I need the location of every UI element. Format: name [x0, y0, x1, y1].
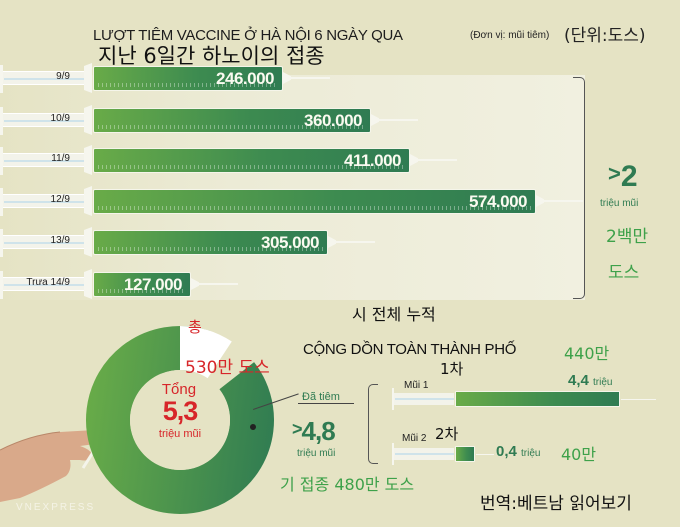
donut-center-label: Tổng — [161, 381, 197, 398]
daily-bar: 127.000 — [93, 272, 191, 297]
administered-total: >4,8 — [292, 416, 336, 447]
dose-brace — [368, 384, 378, 464]
dose2-value-unit: triệu — [521, 448, 541, 459]
bar-value: 127.000 — [124, 275, 182, 294]
dose2-value: 0,4 triệu — [496, 443, 540, 460]
administered-kr: 기 접종 480만 도스 — [280, 475, 415, 494]
daily-bar: 360.000 — [93, 108, 371, 133]
syringe-tip-icon — [283, 72, 291, 84]
pointer-dot — [250, 424, 256, 430]
total-doses-donut-chart — [86, 326, 274, 514]
daily-bar: 246.000 — [93, 66, 283, 91]
syringe-plunger-icon — [392, 388, 454, 410]
dose2-kr-label: 2차 — [435, 425, 459, 443]
syringe-plunger-icon — [0, 147, 86, 175]
syringe-plunger-icon — [0, 65, 86, 93]
daily-row: 13/9 305.000 — [0, 227, 600, 257]
cumulative-title-kr: 시 전체 누적 — [352, 305, 436, 324]
bar-value: 360.000 — [304, 111, 362, 130]
donut-center-value: 5,3 — [162, 396, 199, 426]
donut-remaining-segment — [86, 326, 274, 514]
syringe-needle-icon — [621, 399, 656, 400]
chart-title-vn: LƯỢT TIÊM VACCINE Ở HÀ NỘI 6 NGÀY QUA — [93, 27, 403, 44]
date-label: 12/9 — [50, 194, 70, 205]
dose1-kr-label: 1차 — [440, 360, 464, 378]
syringe-plunger-icon — [0, 229, 86, 257]
syringe-flange-icon — [84, 227, 92, 257]
hand-syringe-illustration-icon — [0, 430, 110, 502]
administered-label: Đã tiêm — [302, 391, 340, 403]
syringe-needle-icon — [378, 119, 418, 121]
bar-value: 246.000 — [216, 69, 274, 88]
syringe-tip-icon — [371, 114, 379, 126]
syringe-plunger-icon — [0, 107, 86, 135]
six-day-total-kr: 2백만 — [606, 227, 649, 247]
greater-than-sign: > — [292, 419, 302, 439]
donut-total-kr-value: 530만 도스 — [185, 358, 270, 378]
dose2-value-number: 0,4 — [496, 443, 517, 460]
syringe-needle-icon — [543, 200, 583, 202]
syringe-needle-icon — [198, 283, 238, 285]
bar-value: 574.000 — [469, 192, 527, 211]
date-label: 9/9 — [56, 71, 70, 82]
syringe-tip-icon — [410, 154, 418, 166]
vnexpress-logo: VNEXPRESS — [16, 502, 96, 513]
syringe-needle-icon — [476, 454, 494, 455]
daily-row: 12/9 574.000 — [0, 186, 600, 216]
daily-row: 11/9 411.000 — [0, 145, 600, 175]
syringe-flange-icon — [84, 105, 92, 135]
syringe-tip-icon — [536, 195, 544, 207]
dose2-kr-value: 40만 — [561, 445, 597, 464]
administered-value: 4,8 — [301, 416, 336, 446]
date-label: 11/9 — [51, 153, 70, 164]
pointer-underline — [298, 403, 354, 404]
donut-center-unit: triệu mũi — [158, 428, 202, 440]
syringe-tip-icon — [328, 236, 336, 248]
dose2-bar — [455, 446, 475, 462]
daily-row: 10/9 360.000 — [0, 105, 600, 135]
dose2-label: Mũi 2 — [402, 433, 427, 444]
dose1-value-unit: triệu — [593, 377, 613, 388]
date-label: Trưa 14/9 — [26, 277, 70, 288]
translation-credit: 번역:베트남 읽어보기 — [480, 494, 632, 514]
six-day-total-value: 2 — [620, 160, 638, 193]
cumulative-title-vn: CỘNG DỒN TOÀN THÀNH PHỐ — [303, 341, 517, 358]
six-day-total-kr-unit: 도스 — [608, 263, 640, 283]
syringe-flange-icon — [84, 63, 92, 93]
dose1-kr-value: 440만 — [564, 344, 610, 363]
date-label: 10/9 — [50, 113, 70, 124]
dose1-bar — [455, 391, 620, 407]
six-day-total: >2 — [608, 160, 638, 194]
daily-row: Trưa 14/9 127.000 — [0, 269, 600, 299]
daily-bar: 574.000 — [93, 189, 536, 214]
dose1-value: 4,4 triệu — [568, 372, 612, 389]
syringe-flange-icon — [84, 145, 92, 175]
syringe-needle-icon — [335, 241, 375, 243]
syringe-flange-icon — [84, 269, 92, 299]
unit-label-vn: (Đơn vị: mũi tiêm) — [470, 30, 550, 41]
dose1-label: Mũi 1 — [404, 380, 429, 391]
daily-row: 9/9 246.000 — [0, 63, 600, 93]
syringe-plunger-icon — [0, 271, 86, 299]
syringe-needle-icon — [417, 159, 457, 161]
six-day-total-unit: triệu mũi — [600, 198, 639, 209]
syringe-needle-icon — [290, 77, 330, 79]
chart-title-kr: 지난 6일간 하노이의 접종 — [98, 44, 325, 68]
syringe-tip-icon — [191, 278, 199, 290]
unit-label-kr: (단위:도스) — [564, 26, 646, 46]
syringe-plunger-icon — [392, 443, 454, 465]
syringe-flange-icon — [84, 186, 92, 216]
bar-value: 411.000 — [343, 151, 402, 170]
daily-bar: 411.000 — [93, 148, 410, 173]
daily-bar: 305.000 — [93, 230, 328, 255]
donut-total-kr-label: 총 — [188, 318, 202, 336]
administered-unit: triệu mũi — [297, 448, 336, 459]
syringe-plunger-icon — [0, 188, 86, 216]
date-label: 13/9 — [50, 235, 70, 246]
bar-value: 305.000 — [261, 233, 319, 252]
dose1-value-number: 4,4 — [568, 372, 589, 389]
total-brace — [573, 77, 585, 299]
greater-than-sign: > — [608, 161, 621, 186]
